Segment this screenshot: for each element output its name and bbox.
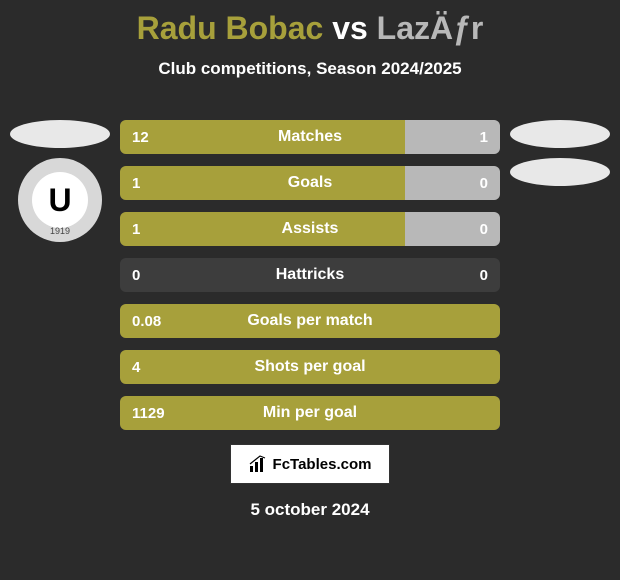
stat-row: 1Assists0: [120, 212, 500, 246]
club-badge-left: U 1919: [18, 158, 102, 242]
stat-value-right: 1: [480, 129, 488, 146]
country-badge-left: [10, 120, 110, 148]
brand-text: FcTables.com: [273, 456, 372, 473]
stat-label: Min per goal: [120, 404, 500, 422]
subtitle: Club competitions, Season 2024/2025: [0, 59, 620, 79]
footer-date: 5 october 2024: [0, 500, 620, 520]
stats-container: 12Matches11Goals01Assists00Hattricks00.0…: [120, 120, 500, 430]
stat-label: Shots per goal: [120, 358, 500, 376]
stat-label: Goals: [120, 174, 500, 192]
stat-value-right: 0: [480, 175, 488, 192]
stat-value-right: 0: [480, 267, 488, 284]
stat-row: 1129Min per goal: [120, 396, 500, 430]
stat-row: 0.08Goals per match: [120, 304, 500, 338]
stat-row: 0Hattricks0: [120, 258, 500, 292]
player-right-name: LazÄƒr: [377, 10, 484, 46]
stat-label: Goals per match: [120, 312, 500, 330]
stat-label: Matches: [120, 128, 500, 146]
stat-row: 12Matches1: [120, 120, 500, 154]
stat-row: 1Goals0: [120, 166, 500, 200]
country-badge-right: [510, 120, 610, 148]
stat-label: Assists: [120, 220, 500, 238]
club-badge-letter: U: [32, 172, 88, 228]
vs-text: vs: [332, 10, 368, 46]
club-badge-year: 1919: [50, 226, 70, 236]
brand-logo[interactable]: FcTables.com: [230, 444, 390, 484]
player-left-name: Radu Bobac: [137, 10, 324, 46]
right-badge-column: [510, 120, 610, 186]
header: Radu Bobac vs LazÄƒr Club competitions, …: [0, 0, 620, 79]
chart-icon: [249, 455, 267, 473]
left-badge-column: U 1919: [10, 120, 110, 242]
comparison-title: Radu Bobac vs LazÄƒr: [0, 10, 620, 47]
stat-row: 4Shots per goal: [120, 350, 500, 384]
stat-value-right: 0: [480, 221, 488, 238]
club-badge-right: [510, 158, 610, 186]
stat-label: Hattricks: [120, 266, 500, 284]
